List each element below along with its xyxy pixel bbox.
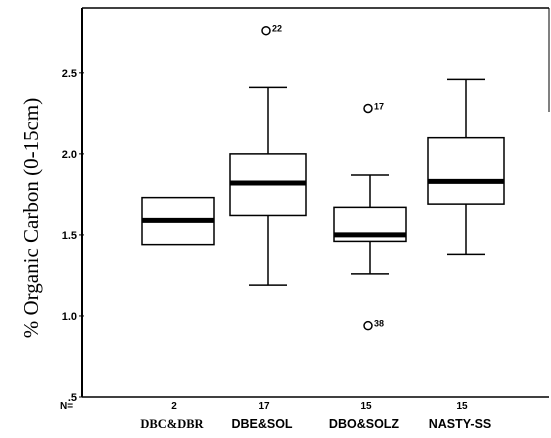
n-count: 15	[360, 401, 372, 412]
outlier-label: 38	[374, 319, 384, 329]
y-axis-label: % Organic Carbon (0-15cm)	[19, 98, 43, 338]
y-tick-label: 2.0	[62, 149, 77, 161]
y-tick-label: .5	[68, 392, 77, 404]
x-category-label: DBC&DBR	[140, 417, 204, 431]
x-category-label: DBO&SOLZ	[329, 417, 400, 431]
y-tick-label: 1.0	[62, 311, 77, 323]
x-category-label: NASTY-SS	[429, 417, 492, 431]
plot-boxes: 2 DBC&DBR 22 17 DBE&SOL 17 38 15 DBO&SOLZ 15 NASTY…	[140, 24, 505, 431]
y-tick-label: 1.5	[62, 230, 77, 242]
outlier-point	[261, 25, 271, 36]
outlier-label: 22	[272, 24, 282, 34]
outlier-point	[363, 103, 373, 114]
n-count: 15	[456, 401, 468, 412]
box-group: 15 NASTY-SS	[427, 78, 505, 431]
box-group: 2 DBC&DBR	[140, 196, 215, 431]
outlier-label: 17	[374, 101, 384, 111]
n-label: N=	[60, 401, 73, 412]
n-count: 17	[258, 401, 270, 412]
n-count: 2	[171, 401, 177, 412]
box-group: 22 17 DBE&SOL	[229, 24, 307, 431]
outlier-point	[363, 320, 373, 331]
y-tick-label: 2.5	[62, 68, 77, 80]
x-category-label: DBE&SOL	[231, 417, 292, 431]
plot-axes: .5 1.0 1.5 2.0 2.5 N=	[60, 7, 550, 412]
box-iqr	[427, 136, 505, 205]
box-group: 17 38 15 DBO&SOLZ	[329, 101, 407, 431]
